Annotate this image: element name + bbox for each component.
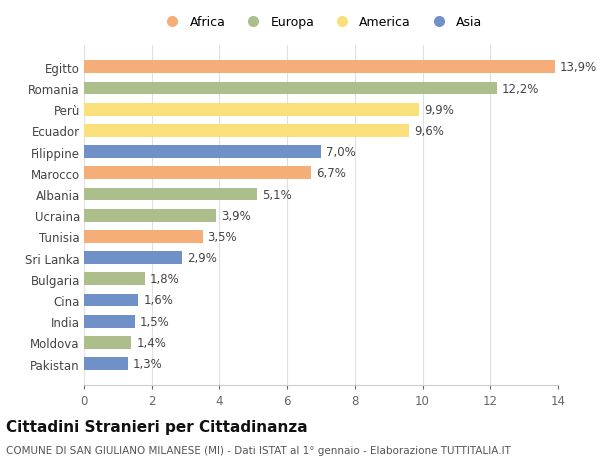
Bar — [84, 146, 321, 159]
Text: 1,3%: 1,3% — [133, 357, 163, 370]
Bar — [84, 315, 135, 328]
Bar — [84, 209, 216, 222]
Text: 3,5%: 3,5% — [208, 230, 237, 243]
Text: 5,1%: 5,1% — [262, 188, 292, 201]
Bar — [84, 62, 554, 74]
Legend: Africa, Europa, America, Asia: Africa, Europa, America, Asia — [155, 11, 487, 34]
Bar — [84, 336, 131, 349]
Text: Cittadini Stranieri per Cittadinanza: Cittadini Stranieri per Cittadinanza — [6, 419, 308, 434]
Text: 1,5%: 1,5% — [140, 315, 170, 328]
Text: 9,6%: 9,6% — [414, 125, 444, 138]
Text: 6,7%: 6,7% — [316, 167, 346, 180]
Text: 13,9%: 13,9% — [560, 61, 597, 74]
Text: 3,9%: 3,9% — [221, 209, 251, 222]
Bar — [84, 230, 203, 243]
Text: 1,6%: 1,6% — [143, 294, 173, 307]
Bar — [84, 167, 311, 180]
Text: 1,8%: 1,8% — [150, 273, 180, 285]
Text: 9,9%: 9,9% — [424, 103, 454, 117]
Bar — [84, 294, 138, 307]
Text: 1,4%: 1,4% — [136, 336, 166, 349]
Bar — [84, 104, 419, 116]
Bar — [84, 252, 182, 264]
Bar — [84, 125, 409, 138]
Bar — [84, 188, 257, 201]
Text: 7,0%: 7,0% — [326, 146, 356, 159]
Bar — [84, 358, 128, 370]
Bar — [84, 83, 497, 95]
Text: 2,9%: 2,9% — [187, 252, 217, 264]
Text: COMUNE DI SAN GIULIANO MILANESE (MI) - Dati ISTAT al 1° gennaio - Elaborazione T: COMUNE DI SAN GIULIANO MILANESE (MI) - D… — [6, 445, 511, 455]
Text: 12,2%: 12,2% — [502, 82, 539, 95]
Bar — [84, 273, 145, 285]
